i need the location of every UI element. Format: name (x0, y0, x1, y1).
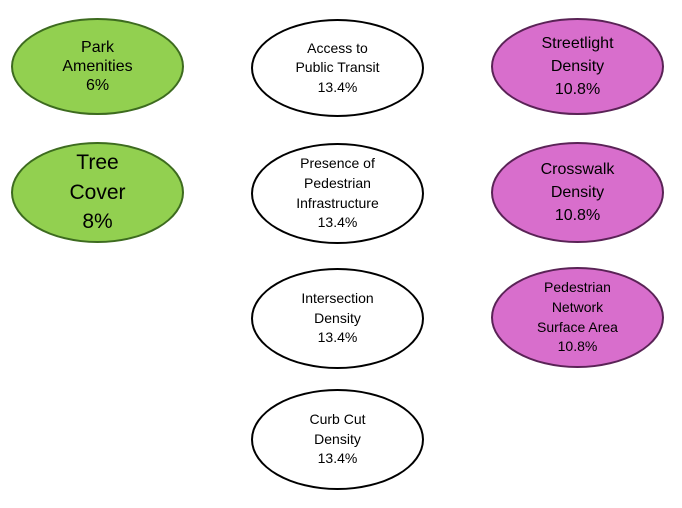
node-label: Cover (69, 180, 126, 204)
node-label: Network (551, 298, 604, 315)
streetlight-density-node: Streetlight Density 10.8% (491, 18, 664, 115)
curb-cut-density-node: Curb Cut Density 13.4% (251, 389, 424, 490)
node-label: Pedestrian (544, 279, 611, 296)
node-label: Public Transit (295, 59, 380, 76)
public-transit-node: Access to Public Transit 13.4% (251, 19, 424, 117)
node-label: Density (314, 309, 361, 326)
pedestrian-network-surface-area-node: Pedestrian Network Surface Area 10.8% (491, 267, 664, 368)
node-label: Tree (76, 151, 119, 175)
park-amenities-node: Park Amenities 6% (11, 18, 184, 115)
node-label: Density (314, 430, 361, 447)
node-label: Access to (307, 39, 368, 56)
node-weight: 10.8% (554, 207, 601, 225)
node-label: Park (81, 38, 114, 56)
node-label: Amenities (62, 57, 133, 75)
node-label: Intersection (301, 290, 374, 307)
intersection-density-node: Intersection Density 13.4% (251, 268, 424, 369)
node-weight: 13.4% (317, 78, 358, 95)
node-label: Surface Area (537, 318, 618, 335)
node-weight: 13.4% (317, 329, 358, 346)
node-weight: 8% (82, 210, 113, 234)
pedestrian-infrastructure-node: Presence of Pedestrian Infrastructure 13… (251, 143, 424, 244)
node-label: Crosswalk (540, 160, 615, 178)
node-label: Pedestrian (304, 174, 371, 191)
tree-cover-node: Tree Cover 8% (11, 142, 184, 243)
node-weight: 10.8% (557, 338, 598, 355)
node-label: Density (550, 183, 605, 201)
node-weight: 10.8% (554, 81, 601, 99)
node-label: Streetlight (541, 34, 614, 52)
node-label: Infrastructure (296, 194, 379, 211)
node-weight: 13.4% (317, 214, 358, 231)
node-weight: 13.4% (317, 450, 358, 467)
node-label: Density (550, 57, 605, 75)
node-label: Curb Cut (309, 411, 366, 428)
node-weight: 6% (85, 77, 110, 95)
node-label: Presence of (300, 155, 375, 172)
crosswalk-density-node: Crosswalk Density 10.8% (491, 142, 664, 243)
